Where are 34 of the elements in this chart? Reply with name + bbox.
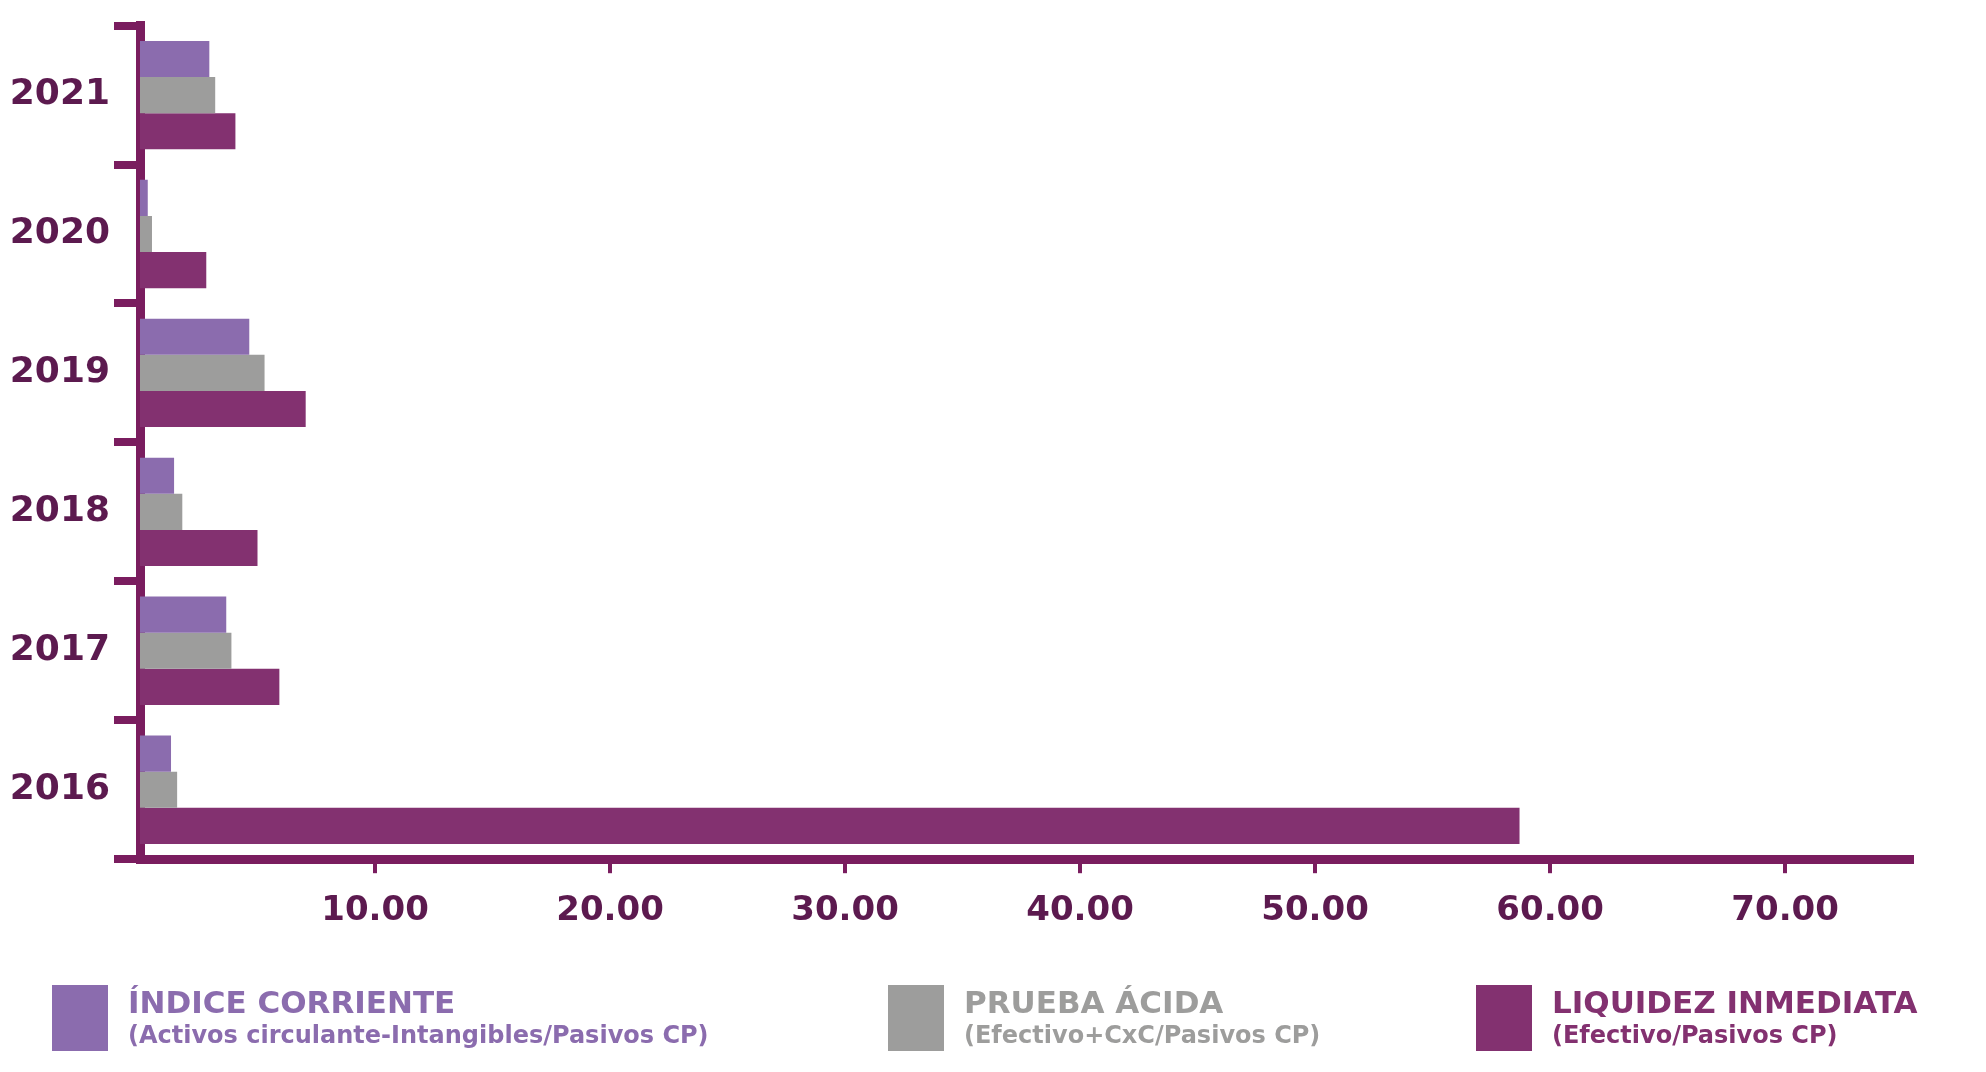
bar <box>140 113 236 150</box>
bar <box>140 391 306 428</box>
bar <box>140 771 178 808</box>
bar <box>140 735 172 772</box>
x-tick-label: 20.00 <box>556 888 664 929</box>
x-tick-label: 60.00 <box>1496 888 1604 929</box>
x-tick-label: 10.00 <box>321 888 429 929</box>
bar <box>140 493 183 530</box>
y-tick-label: 2017 <box>9 627 110 669</box>
bar <box>140 354 265 391</box>
y-tick-label: 2016 <box>9 766 110 808</box>
legend-label: LIQUIDEZ INMEDIATA (Efectivo/Pasivos CP) <box>1552 984 1918 1051</box>
bar <box>140 77 216 114</box>
bar <box>140 318 250 355</box>
bar <box>140 457 175 494</box>
y-tick-label: 2020 <box>9 210 110 252</box>
legend-label: ÍNDICE CORRIENTE (Activos circulante-Intangibles/Pasivos CP) <box>128 984 709 1051</box>
bar <box>140 632 232 669</box>
bar <box>140 215 152 253</box>
bar <box>140 807 1520 844</box>
y-tick-label: 2021 <box>9 71 110 113</box>
x-tick-label: 50.00 <box>1261 888 1369 929</box>
bar <box>140 668 280 705</box>
x-tick-label: 70.00 <box>1731 888 1839 929</box>
bar <box>140 179 148 216</box>
bar <box>140 252 207 289</box>
bar <box>140 529 258 567</box>
bar <box>140 40 210 78</box>
x-tick-label: 30.00 <box>791 888 899 929</box>
y-tick-label: 2019 <box>9 349 110 391</box>
y-tick-label: 2018 <box>9 488 110 530</box>
legend-label: PRUEBA ÁCIDA (Efectivo+CxC/Pasivos CP) <box>964 984 1321 1051</box>
x-tick-label: 40.00 <box>1026 888 1134 929</box>
bar <box>140 596 227 633</box>
